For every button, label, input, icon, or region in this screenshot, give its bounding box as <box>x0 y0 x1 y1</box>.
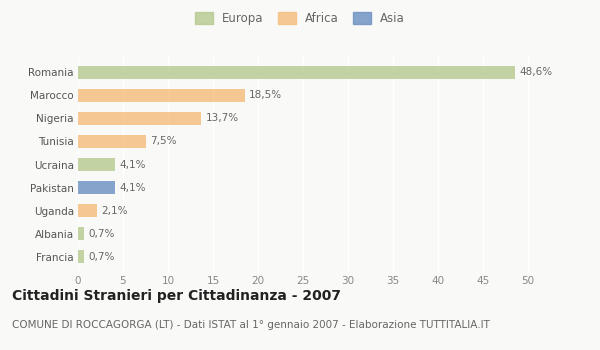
Text: 7,5%: 7,5% <box>150 136 176 146</box>
Text: 0,7%: 0,7% <box>89 252 115 262</box>
Bar <box>78 181 115 194</box>
Text: COMUNE DI ROCCAGORGA (LT) - Dati ISTAT al 1° gennaio 2007 - Elaborazione TUTTITA: COMUNE DI ROCCAGORGA (LT) - Dati ISTAT a… <box>12 320 490 330</box>
Bar <box>78 158 115 171</box>
Bar <box>78 112 202 125</box>
Text: 0,7%: 0,7% <box>89 229 115 239</box>
Text: 18,5%: 18,5% <box>249 90 282 100</box>
Bar <box>78 135 146 148</box>
Bar <box>78 251 84 263</box>
Legend: Europa, Africa, Asia: Europa, Africa, Asia <box>193 9 407 27</box>
Text: 48,6%: 48,6% <box>520 67 553 77</box>
Text: 2,1%: 2,1% <box>101 206 128 216</box>
Bar <box>78 89 245 102</box>
Text: Cittadini Stranieri per Cittadinanza - 2007: Cittadini Stranieri per Cittadinanza - 2… <box>12 289 341 303</box>
Text: 4,1%: 4,1% <box>119 183 146 193</box>
Bar <box>78 66 515 78</box>
Bar <box>78 228 84 240</box>
Text: 13,7%: 13,7% <box>206 113 239 123</box>
Text: 4,1%: 4,1% <box>119 160 146 169</box>
Bar <box>78 204 97 217</box>
